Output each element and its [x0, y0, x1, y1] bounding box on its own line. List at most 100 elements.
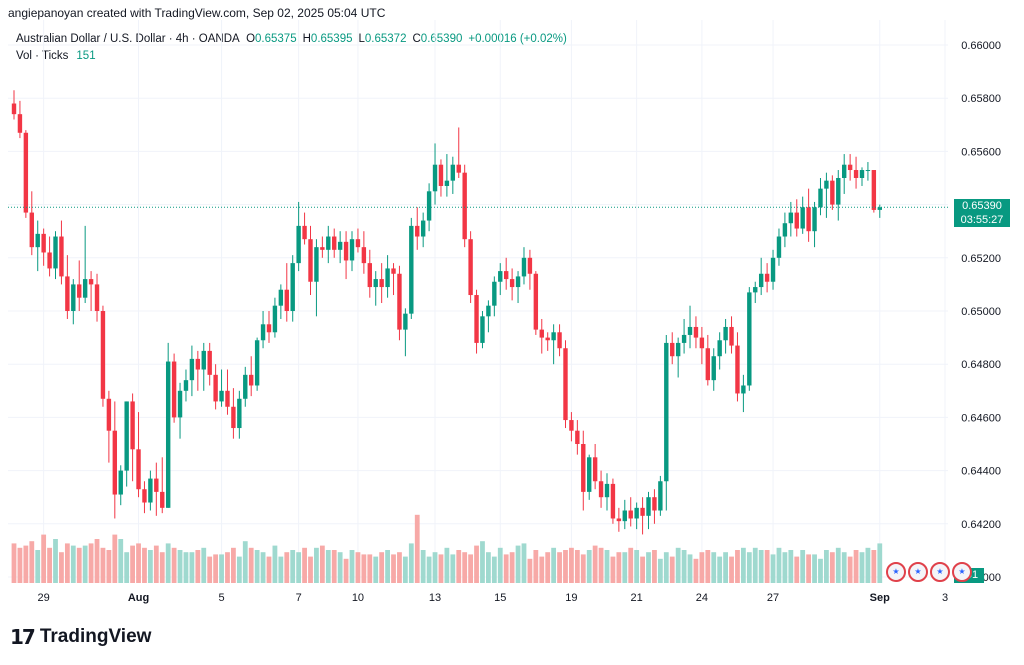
volume-bar [64, 543, 70, 583]
candle-body [806, 207, 811, 232]
candle-body [616, 518, 622, 522]
candle-body [397, 273, 402, 330]
candle-body [450, 164, 456, 181]
x-tick-label: 29 [38, 592, 50, 604]
candle-body [403, 313, 408, 330]
x-tick-label: 7 [296, 592, 302, 604]
candle-body [575, 430, 580, 444]
candle-body [320, 247, 325, 250]
candle-body [877, 207, 882, 210]
volume-bar [402, 556, 408, 583]
candle-body [758, 273, 764, 288]
au-flag-icon[interactable]: ★ [930, 562, 950, 582]
candle-body [622, 510, 627, 522]
candle-body [225, 390, 230, 407]
candle-body [658, 481, 663, 511]
candle-body [741, 385, 746, 394]
volume-label[interactable]: Vol · Ticks [16, 50, 69, 62]
x-tick-label: 13 [429, 592, 441, 604]
candle-body [254, 340, 260, 386]
candle-body [237, 398, 242, 429]
volume-bar [219, 554, 224, 583]
volume-bar [818, 558, 823, 583]
volume-bar [687, 554, 693, 583]
candle-body [118, 470, 123, 495]
candles [11, 90, 882, 535]
tradingview-logo: 17 TradingView [10, 625, 151, 649]
volume-bar [586, 550, 592, 583]
symbol-name[interactable]: Australian Dollar / U.S. Dollar · 4h · O… [16, 33, 240, 45]
volume-bar [23, 545, 29, 583]
candle-body [112, 430, 118, 495]
candle-body [385, 268, 390, 288]
candle-body [842, 164, 847, 178]
candle-body [343, 241, 349, 261]
volume-bar [610, 556, 616, 583]
high-label: H [302, 33, 311, 45]
volume-bar [124, 552, 130, 583]
candle-body [183, 380, 189, 391]
last-price-tag: 0.65390 03:55:27 [954, 199, 1010, 227]
volume-bar [70, 545, 76, 583]
candle-body [17, 114, 23, 133]
candle-body [498, 271, 503, 282]
candle-body [177, 390, 183, 418]
candle-body [65, 276, 70, 311]
volume-bar [130, 545, 135, 583]
candle-body [41, 233, 46, 253]
volume-bar [563, 550, 568, 583]
candle-body [154, 478, 159, 492]
volume-bar [776, 547, 782, 583]
candle-body [266, 324, 272, 333]
volume-bar [94, 539, 100, 583]
candle-body [598, 481, 604, 498]
candle-body [296, 225, 301, 264]
candle-body [71, 284, 76, 311]
volume-bar [616, 552, 622, 583]
candle-body [59, 236, 64, 277]
candle-body [634, 507, 639, 519]
us-flag-icon[interactable]: ★ [908, 562, 928, 582]
candle-body [438, 164, 444, 186]
volume-bar [47, 547, 52, 583]
candle-body [136, 449, 141, 490]
volume-bar [35, 550, 41, 583]
candle-body [782, 223, 788, 237]
candle-body [551, 332, 556, 341]
volume-bar [800, 550, 806, 583]
volume-bar [468, 554, 474, 583]
last-price-value: 0.65390 [962, 200, 1002, 212]
candle-body [699, 337, 705, 349]
candle-body [764, 273, 770, 282]
volume-bar [497, 547, 503, 583]
volume-bar [231, 547, 236, 583]
symbol-legend: Australian Dollar / U.S. Dollar · 4h · O… [16, 33, 573, 45]
volume-bar [456, 550, 462, 583]
low-value: 0.65372 [364, 33, 407, 45]
volume-bar [486, 552, 491, 583]
volume-bar [118, 539, 124, 583]
volume-bar [136, 543, 141, 583]
volume-bar [711, 552, 717, 583]
volume-bar [41, 534, 47, 583]
volume-bar [177, 550, 183, 583]
volume-bar [853, 550, 859, 583]
volume-bar [207, 556, 213, 583]
candle-body [462, 172, 467, 240]
volume-bar [480, 541, 485, 583]
volume-bar [272, 545, 278, 583]
volume-bar [557, 552, 562, 583]
candle-body [640, 507, 645, 516]
volume-bar [604, 550, 610, 583]
volume-bar [640, 556, 645, 583]
us-flag-icon[interactable]: ★ [952, 562, 972, 582]
volume-bar [242, 541, 248, 583]
candle-body [361, 247, 367, 264]
candle-body [124, 401, 129, 471]
volume-bar [397, 552, 402, 583]
us-flag-icon[interactable]: ★ [886, 562, 906, 582]
volume-bar [859, 552, 865, 583]
event-flags: ★ ★ ★ ★ [886, 562, 972, 582]
candle-body [409, 225, 414, 314]
